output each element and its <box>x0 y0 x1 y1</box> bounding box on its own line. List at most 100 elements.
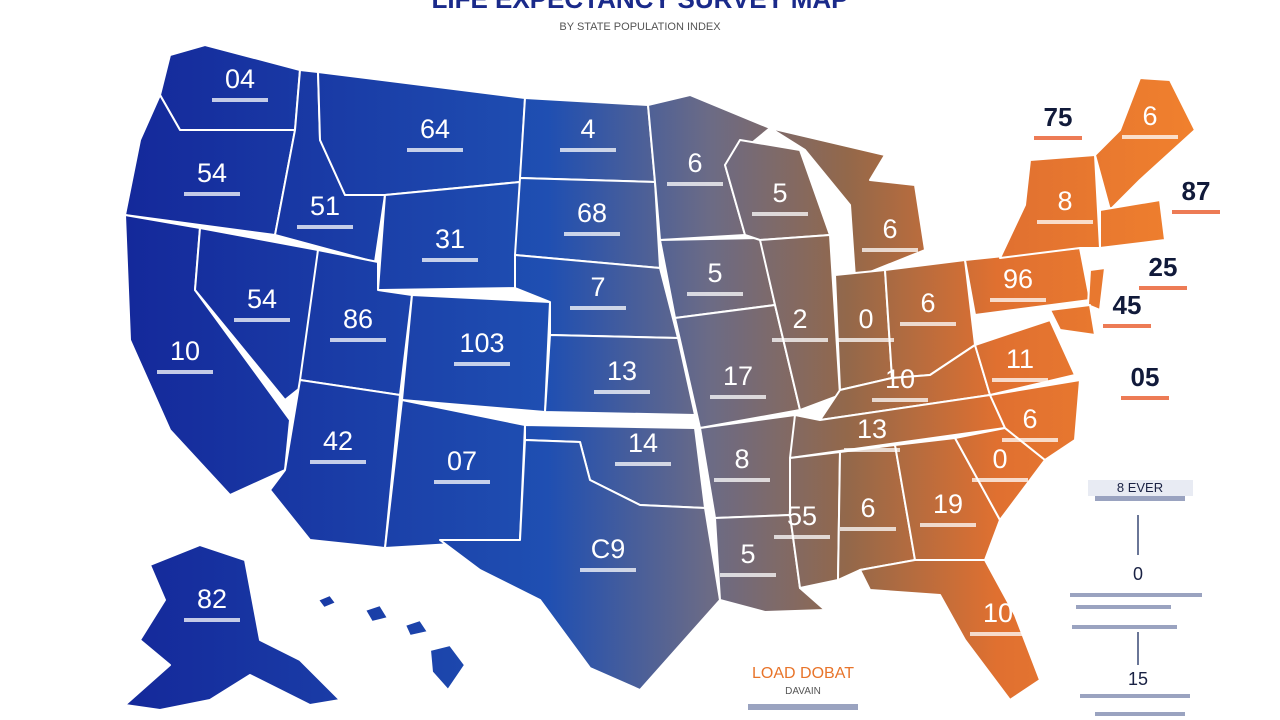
state-value-TX: C9 <box>591 534 626 564</box>
state-caption-IN <box>838 338 894 342</box>
state-MS[interactable] <box>789 451 841 589</box>
state-caption-NE <box>570 306 626 310</box>
state-value-ND: 4 <box>580 114 595 144</box>
state-label-ID: 51 <box>297 191 353 229</box>
state-label-VA: 11 <box>992 344 1048 382</box>
state-IL[interactable] <box>759 234 841 411</box>
state-caption-MS <box>774 535 830 539</box>
state-label-UT: 86 <box>330 304 386 342</box>
state-label-PA: 96 <box>990 264 1046 302</box>
state-value-IL: 2 <box>792 304 807 334</box>
state-value-LA: 5 <box>740 539 755 569</box>
state-label-AK: 82 <box>184 584 240 622</box>
state-value-IN: 0 <box>858 304 873 334</box>
state-caption-AK <box>184 618 240 622</box>
state-value-OK: 14 <box>628 428 658 458</box>
callout-NE-region: 75 <box>1034 102 1082 140</box>
state-label-ND: 4 <box>560 114 616 152</box>
state-caption-IA <box>687 292 743 296</box>
state-label-OH: 6 <box>900 288 956 326</box>
callout-caption-DE <box>1121 396 1169 400</box>
legend-caption-2 <box>1076 605 1171 609</box>
state-value-AZ: 42 <box>323 426 353 456</box>
state-caption-OH <box>900 322 956 326</box>
state-NY[interactable] <box>999 154 1101 259</box>
state-NJ[interactable] <box>1087 267 1106 311</box>
legend: 8 EVER 0 15 <box>1070 480 1202 716</box>
state-label-MO: 17 <box>710 361 766 399</box>
state-caption-AZ <box>310 460 366 464</box>
state-label-MN: 6 <box>667 148 723 186</box>
state-HI-2[interactable] <box>364 604 389 623</box>
state-HI-1[interactable] <box>317 594 337 609</box>
state-label-KS: 13 <box>594 356 650 394</box>
state-value-KY: 10 <box>885 364 915 394</box>
state-KS[interactable] <box>544 334 696 416</box>
state-value-AL: 6 <box>860 493 875 523</box>
state-TX[interactable] <box>439 439 721 691</box>
state-value-NV: 54 <box>247 284 277 314</box>
callout-caption-NE-region <box>1034 136 1082 140</box>
state-GA[interactable] <box>894 437 1001 561</box>
state-value-CA: 10 <box>170 336 200 366</box>
state-label-MT: 64 <box>407 114 463 152</box>
legend-bottom-value: 15 <box>1128 669 1148 689</box>
state-value-WA: 04 <box>225 64 255 94</box>
footer-caption: DAVAIN <box>785 686 821 697</box>
state-value-NE: 7 <box>590 272 605 302</box>
footer-caption-bar <box>748 704 858 710</box>
state-caption-GA <box>920 523 976 527</box>
state-MD[interactable] <box>1049 304 1096 336</box>
state-HI-3[interactable] <box>404 619 429 637</box>
state-value-AR: 8 <box>734 444 749 474</box>
state-value-MI: 6 <box>882 214 897 244</box>
state-NE-small[interactable] <box>1099 199 1166 249</box>
state-label-ME: 6 <box>1122 101 1178 139</box>
state-ME[interactable] <box>1094 77 1196 211</box>
state-caption-CO <box>454 362 510 366</box>
footer-title: LOAD DOBAT <box>752 665 854 682</box>
state-value-GA: 19 <box>933 489 963 519</box>
state-caption-IL <box>772 338 828 342</box>
state-caption-SC <box>972 478 1028 482</box>
state-value-WY: 31 <box>435 224 465 254</box>
legend-caption-5 <box>1095 712 1185 716</box>
state-label-TX: C9 <box>580 534 636 572</box>
state-HI-4[interactable] <box>429 644 466 691</box>
state-label-SC: 0 <box>972 444 1028 482</box>
state-label-SD: 68 <box>564 198 620 236</box>
legend-mid-value: 0 <box>1133 564 1143 584</box>
state-label-MS: 55 <box>774 501 830 539</box>
state-caption-MT <box>407 148 463 152</box>
state-label-NY: 8 <box>1037 186 1093 224</box>
state-caption-WA <box>212 98 268 102</box>
callout-value-CT: 25 <box>1149 252 1178 282</box>
state-caption-CA <box>157 370 213 374</box>
state-label-WY: 31 <box>422 224 478 262</box>
state-caption-SD <box>564 232 620 236</box>
state-label-OK: 14 <box>615 428 671 466</box>
state-caption-ID <box>297 225 353 229</box>
state-value-OR: 54 <box>197 158 227 188</box>
callout-NJ: 45 <box>1103 290 1151 328</box>
state-label-AZ: 42 <box>310 426 366 464</box>
callout-value-MA: 87 <box>1182 176 1211 206</box>
state-caption-PA <box>990 298 1046 302</box>
legend-header-bg <box>1088 480 1193 496</box>
state-value-SD: 68 <box>577 198 607 228</box>
callout-value-NE-region: 75 <box>1044 102 1073 132</box>
state-FL[interactable] <box>859 559 1041 701</box>
state-caption-NY <box>1037 220 1093 224</box>
state-caption-AL <box>840 527 896 531</box>
state-caption-MO <box>710 395 766 399</box>
state-label-IN: 0 <box>838 304 894 342</box>
state-MI[interactable] <box>769 127 926 279</box>
map-subtitle: BY STATE POPULATION INDEX <box>559 21 721 33</box>
state-label-NC: 6 <box>1002 404 1058 442</box>
state-label-AR: 8 <box>714 444 770 482</box>
state-caption-KS <box>594 390 650 394</box>
state-caption-VA <box>992 378 1048 382</box>
state-AK[interactable] <box>124 544 341 711</box>
state-label-MI: 6 <box>862 214 918 252</box>
state-VA[interactable] <box>974 319 1076 396</box>
